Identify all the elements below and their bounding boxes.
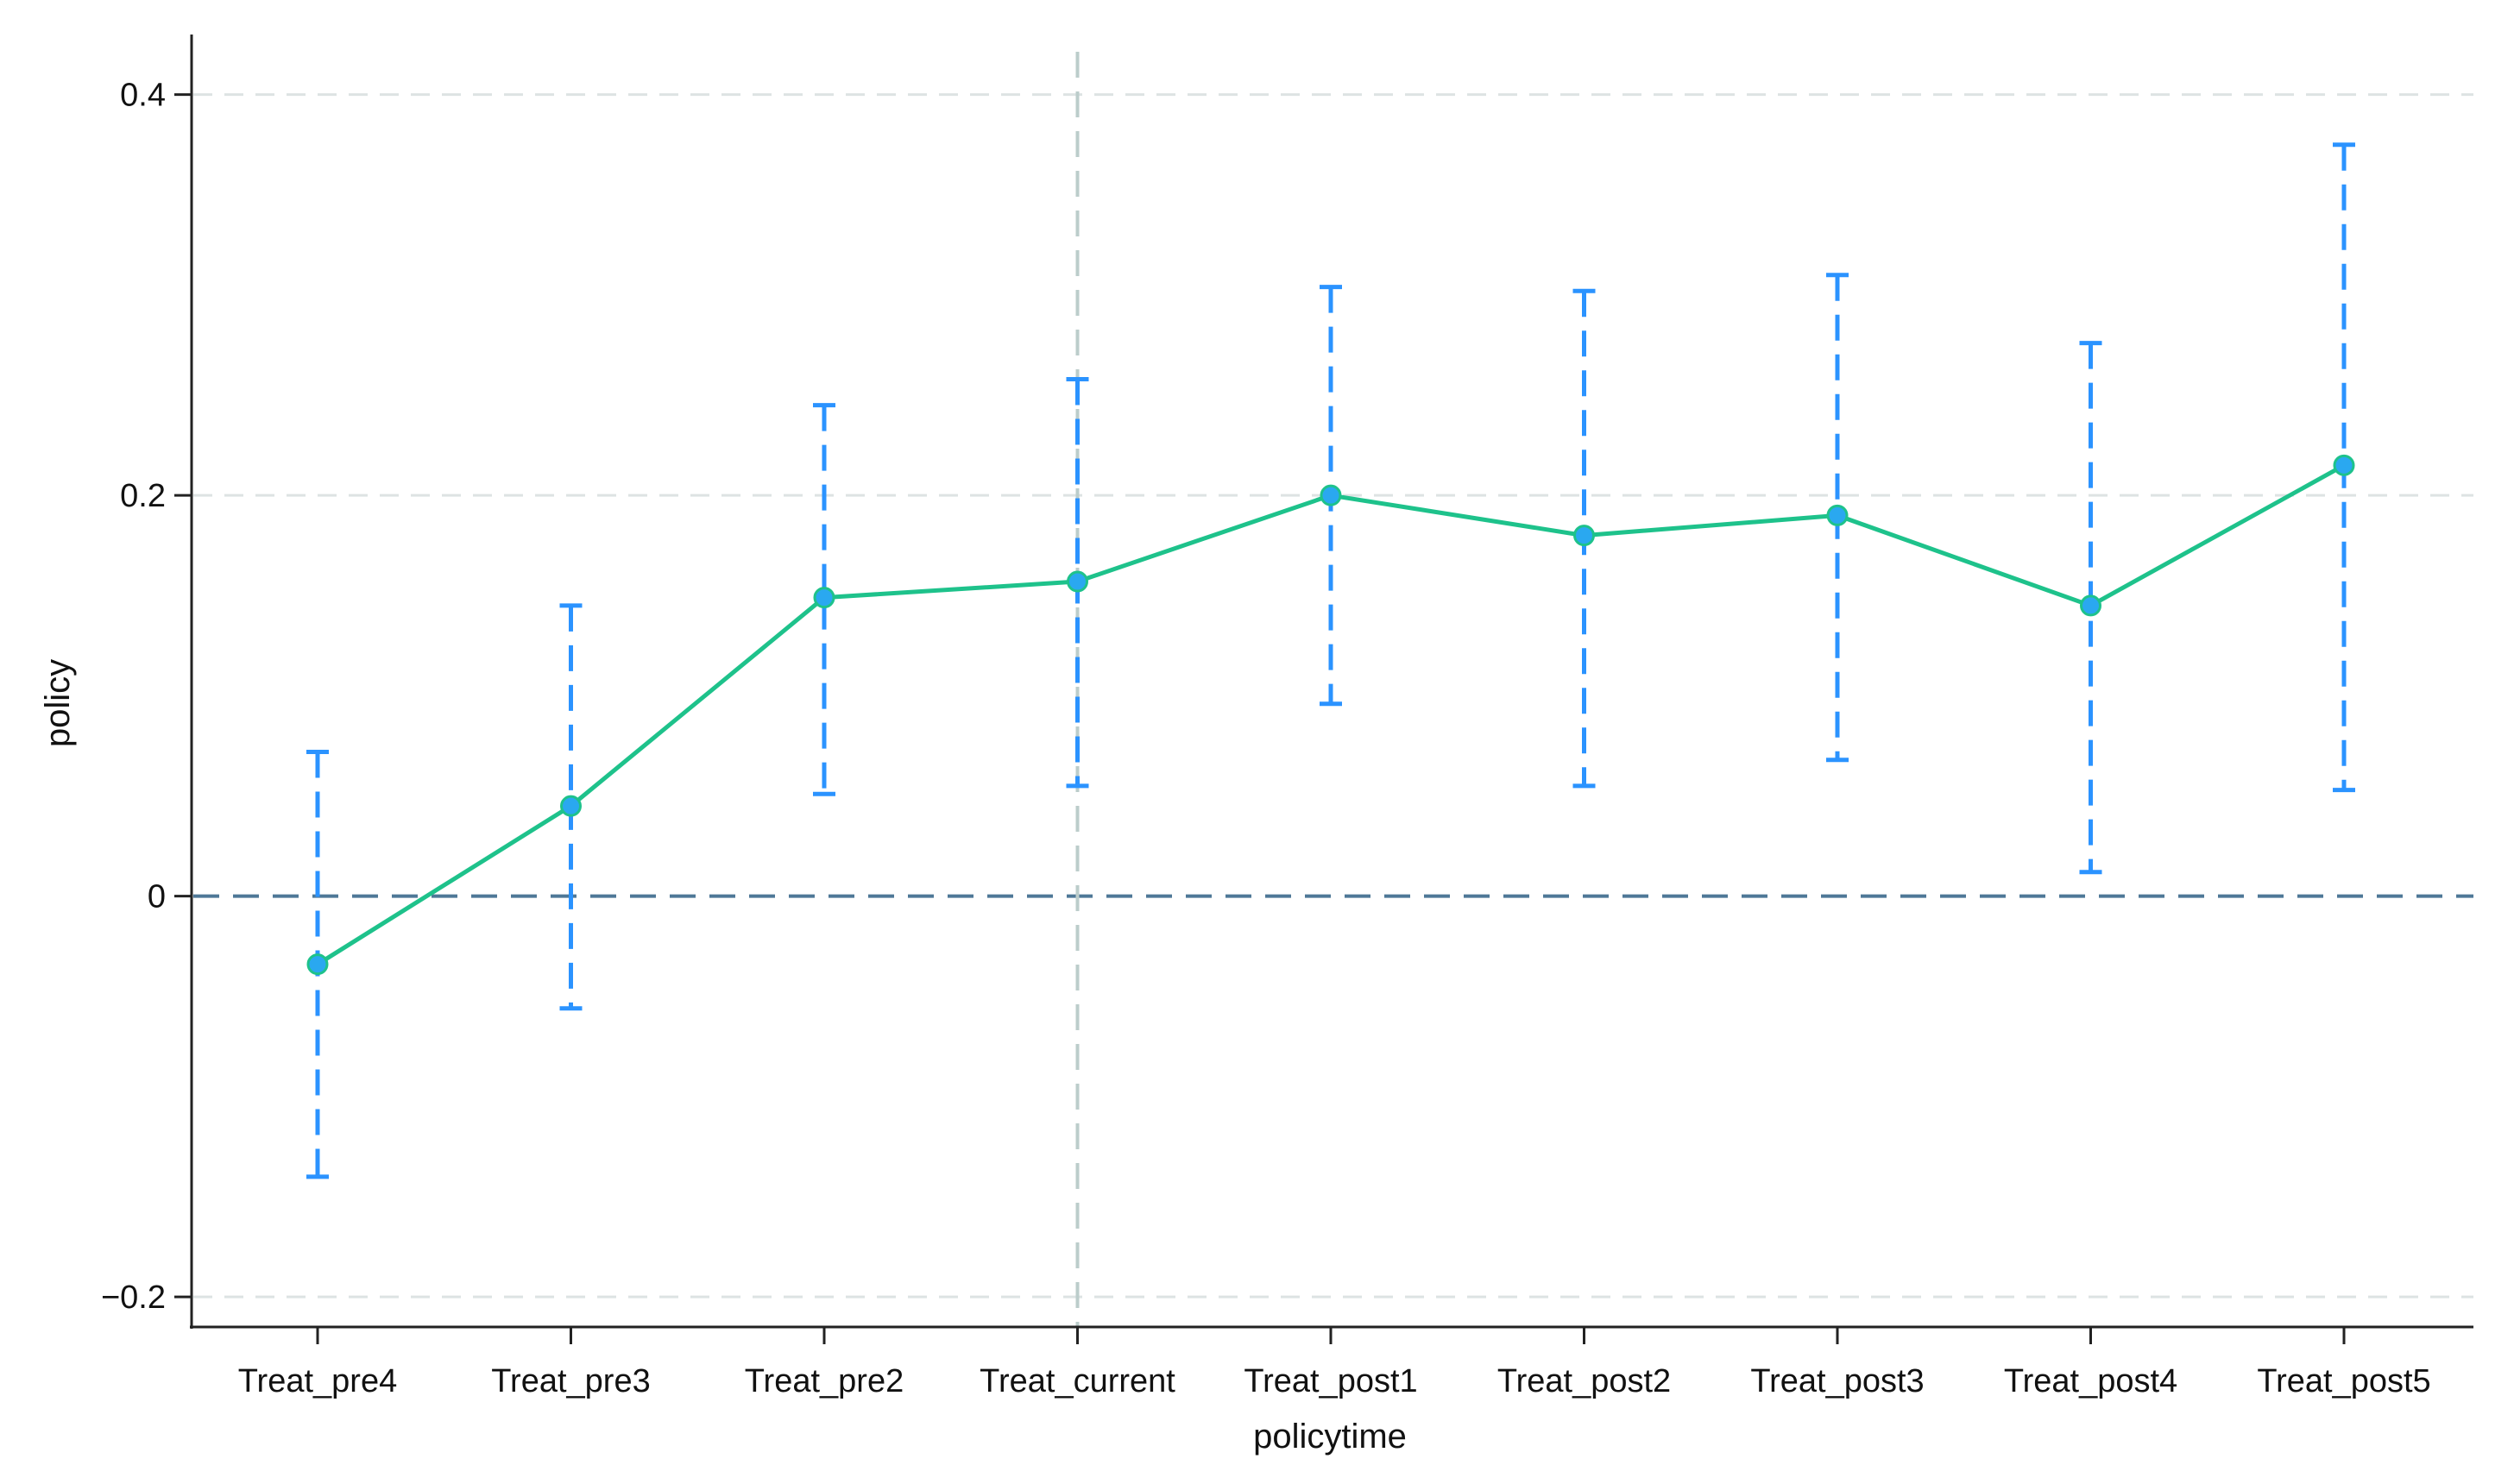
- tick-labels: −0.2 0 0.2 0.4 Treat_pre4 Treat_pre3 Treat_pre…: [101, 78, 2431, 1399]
- x-tick-label: Treat_pre2: [745, 1363, 904, 1399]
- data-point: [813, 587, 835, 609]
- data-point: [306, 953, 329, 976]
- y-tick-label: 0: [148, 879, 166, 915]
- x-tick-label: Treat_pre3: [491, 1363, 650, 1399]
- x-tick-label: Treat_post4: [2004, 1363, 2177, 1399]
- x-axis-title: policytime: [1253, 1418, 1407, 1456]
- x-tick-label: Treat_post1: [1244, 1363, 1417, 1399]
- x-tick-label: Treat_post2: [1497, 1363, 1671, 1399]
- data-point: [1067, 570, 1088, 593]
- x-tick-label: Treat_post5: [2257, 1363, 2430, 1399]
- error-bars: [306, 142, 2355, 1179]
- x-tick-label: Treat_current: [980, 1363, 1175, 1399]
- reference-lines: [193, 52, 2473, 1327]
- data-point: [1573, 525, 1595, 547]
- x-tick-label: Treat_pre4: [238, 1363, 397, 1399]
- data-points: [306, 454, 2355, 976]
- data-point: [560, 795, 582, 817]
- y-axis-title: policy: [39, 659, 77, 747]
- axes: [174, 35, 2473, 1344]
- y-tick-label: −0.2: [101, 1280, 166, 1316]
- data-point: [2333, 454, 2355, 476]
- data-point: [1320, 484, 1342, 506]
- x-tick-label: Treat_post3: [1750, 1363, 1924, 1399]
- grid-lines: [193, 93, 2473, 1298]
- data-point: [1826, 504, 1849, 526]
- data-point: [2080, 594, 2101, 617]
- y-tick-label: 0.4: [120, 78, 166, 114]
- y-tick-label: 0.2: [120, 478, 166, 514]
